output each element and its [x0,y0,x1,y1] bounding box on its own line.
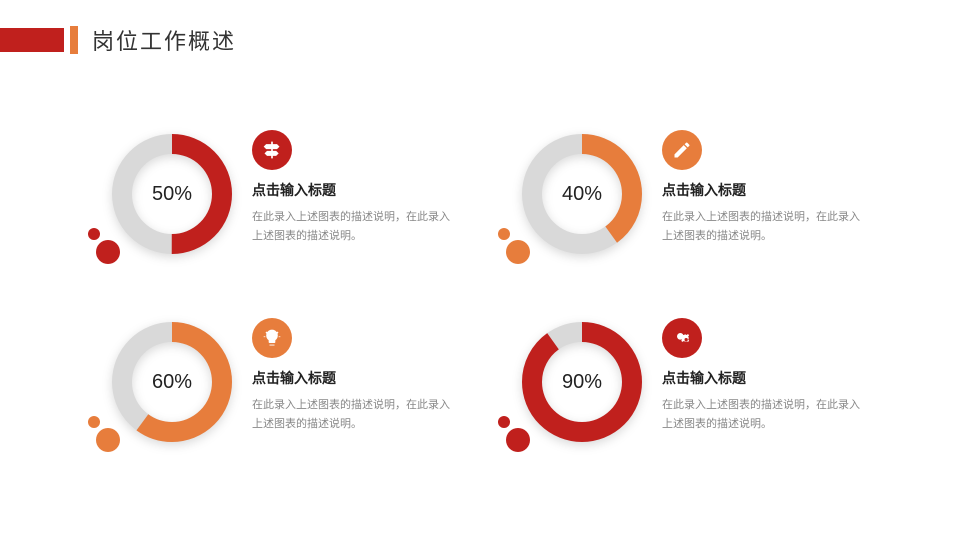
header-accent-red [0,28,64,52]
donut-percent-label: 50% [112,134,232,254]
donut-item: 40%点击输入标题在此录入上述图表的描述说明，在此录入上述图表的描述说明。 [510,130,880,270]
page-title: 岗位工作概述 [92,24,236,56]
item-description: 在此录入上述图表的描述说明，在此录入上述图表的描述说明。 [662,396,862,433]
item-description: 在此录入上述图表的描述说明，在此录入上述图表的描述说明。 [252,208,452,245]
item-text-column: 点击输入标题在此录入上述图表的描述说明，在此录入上述图表的描述说明。 [662,318,862,433]
bulb-icon [252,318,292,358]
donut-item: 60%点击输入标题在此录入上述图表的描述说明，在此录入上述图表的描述说明。 [100,318,470,458]
donut-item: 50%点击输入标题在此录入上述图表的描述说明，在此录入上述图表的描述说明。 [100,130,470,270]
item-title: 点击输入标题 [252,368,452,388]
donut-item: 90%点击输入标题在此录入上述图表的描述说明，在此录入上述图表的描述说明。 [510,318,880,458]
item-title: 点击输入标题 [662,368,862,388]
item-description: 在此录入上述图表的描述说明，在此录入上述图表的描述说明。 [252,396,452,433]
donut-chart: 60% [100,318,240,458]
donut-grid: 50%点击输入标题在此录入上述图表的描述说明，在此录入上述图表的描述说明。 40… [100,130,880,458]
decor-circle-small [498,228,510,240]
header-accent-orange [70,26,78,54]
decor-circle-small [498,416,510,428]
donut-chart: 50% [100,130,240,270]
item-title: 点击输入标题 [662,180,862,200]
signpost-icon [252,130,292,170]
decor-circle-small [88,416,100,428]
donut-chart: 90% [510,318,650,458]
item-description: 在此录入上述图表的描述说明，在此录入上述图表的描述说明。 [662,208,862,245]
item-text-column: 点击输入标题在此录入上述图表的描述说明，在此录入上述图表的描述说明。 [252,130,452,245]
pen-icon [662,130,702,170]
item-text-column: 点击输入标题在此录入上述图表的描述说明，在此录入上述图表的描述说明。 [252,318,452,433]
gears-icon [662,318,702,358]
slide-header: 岗位工作概述 [0,24,236,56]
donut-percent-label: 40% [522,134,642,254]
donut-percent-label: 90% [522,322,642,442]
decor-circle-small [88,228,100,240]
item-text-column: 点击输入标题在此录入上述图表的描述说明，在此录入上述图表的描述说明。 [662,130,862,245]
donut-percent-label: 60% [112,322,232,442]
donut-chart: 40% [510,130,650,270]
item-title: 点击输入标题 [252,180,452,200]
